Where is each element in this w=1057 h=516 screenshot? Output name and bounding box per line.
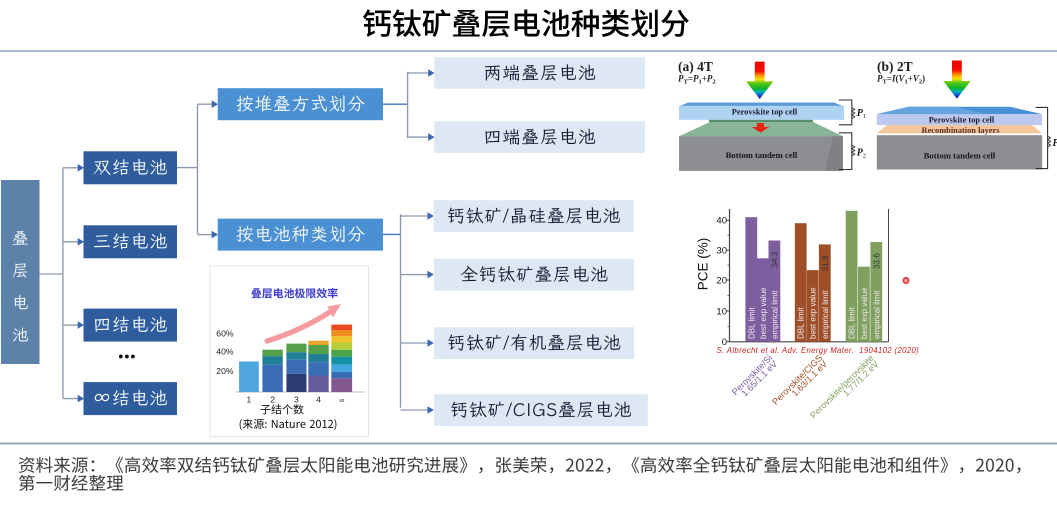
svg-text:Perovskite top cell: Perovskite top cell [929, 116, 995, 125]
svg-text:40: 40 [716, 216, 727, 227]
svg-text:Bottom tandem cell: Bottom tandem cell [726, 150, 798, 160]
svg-text:34.3: 34.3 [770, 251, 779, 267]
svg-text:P2: P2 [857, 148, 866, 160]
svg-text:(a) 4T: (a) 4T [678, 59, 713, 74]
svg-text:60%: 60% [216, 329, 234, 339]
svg-text:PCE (%): PCE (%) [696, 238, 711, 291]
svg-text:0: 0 [722, 337, 727, 348]
svg-text:4: 4 [316, 395, 321, 405]
svg-text:best exp value: best exp value [809, 287, 818, 339]
svg-text:20: 20 [716, 275, 727, 286]
svg-text:best exp value: best exp value [759, 287, 768, 339]
svg-text:PT=P1+P2: PT=P1+P2 [678, 74, 716, 86]
svg-text:empirical limit: empirical limit [872, 290, 881, 339]
svg-text:10: 10 [716, 306, 727, 317]
svg-text:(b) 2T: (b) 2T [877, 59, 913, 74]
svg-text:PT=I(V1+V2): PT=I(V1+V2) [877, 74, 925, 86]
svg-text:1: 1 [247, 395, 252, 405]
svg-text:30: 30 [716, 246, 727, 257]
svg-text:2: 2 [270, 395, 275, 405]
svg-text:DBL limit: DBL limit [747, 307, 756, 339]
svg-text:3: 3 [294, 395, 299, 405]
svg-text:empirical limit: empirical limit [770, 290, 779, 339]
svg-text:Recombination layers: Recombination layers [922, 126, 1001, 135]
svg-text:31.8: 31.8 [821, 255, 830, 271]
svg-text:Bottom tandem cell: Bottom tandem cell [924, 150, 996, 160]
svg-text:best exp value: best exp value [860, 287, 869, 339]
svg-text:S. Albrecht et al. Adv. Energy: S. Albrecht et al. Adv. Energy Mater. 19… [717, 346, 920, 355]
svg-text:Perovskite top cell: Perovskite top cell [732, 108, 798, 117]
svg-text:∞: ∞ [339, 398, 344, 405]
svg-text:P: P [1053, 138, 1057, 149]
svg-text:20%: 20% [216, 366, 234, 376]
svg-text:DBL limit: DBL limit [797, 307, 806, 339]
svg-text:Perovskite/CIGS: Perovskite/CIGS [770, 353, 824, 407]
svg-text:DBL limit: DBL limit [848, 307, 857, 339]
svg-text:P1: P1 [857, 108, 866, 120]
svg-text:40%: 40% [216, 347, 234, 357]
svg-text:empirical limit: empirical limit [821, 290, 830, 339]
svg-text:33.6: 33.6 [872, 253, 881, 269]
